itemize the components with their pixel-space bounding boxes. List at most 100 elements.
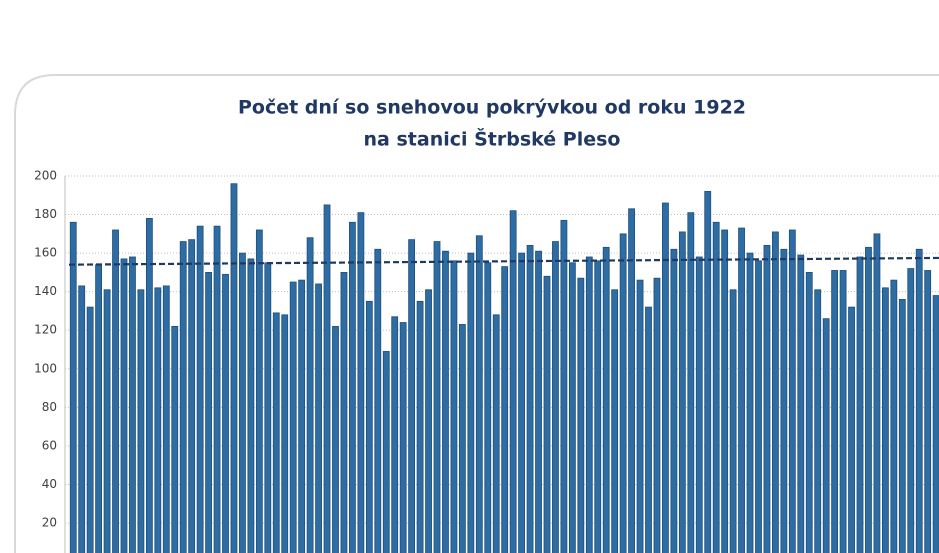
bar (349, 221, 356, 553)
bar (695, 256, 703, 553)
bar (95, 264, 103, 553)
bar (678, 231, 686, 553)
bar (907, 268, 915, 553)
bar (162, 285, 170, 553)
bar (611, 289, 619, 553)
bar (129, 256, 136, 553)
bar (425, 289, 432, 553)
bar (645, 306, 652, 553)
bar (171, 325, 179, 553)
bar (264, 262, 272, 553)
bar (873, 233, 881, 553)
bar (746, 252, 754, 553)
bar (484, 262, 492, 553)
bar (568, 262, 576, 553)
bar (188, 239, 196, 553)
y-tick-label: 80 (42, 400, 57, 414)
bar (704, 191, 712, 553)
bar (814, 289, 822, 553)
bar (145, 218, 153, 553)
bar (86, 306, 94, 553)
bar (103, 289, 111, 553)
bar (788, 229, 796, 553)
bar (509, 210, 517, 553)
bar (839, 270, 847, 553)
bar (552, 241, 559, 553)
bar (772, 231, 779, 553)
bar (915, 248, 923, 553)
y-tick-label: 140 (34, 284, 57, 298)
y-tick-label: 200 (34, 169, 57, 183)
bar (763, 245, 771, 553)
bar (865, 246, 872, 553)
bar (662, 202, 669, 553)
bar (120, 258, 128, 553)
bar (577, 277, 585, 553)
bar (518, 252, 526, 553)
bar (780, 248, 788, 553)
bar (898, 298, 906, 553)
bar (822, 318, 830, 553)
bar (247, 258, 255, 553)
bar (602, 246, 610, 553)
bar (306, 237, 314, 553)
bar (585, 256, 593, 553)
bar (408, 239, 416, 553)
y-tick-label: 20 (42, 516, 57, 530)
chart-title: Počet dní so snehovou pokrývkou od roku … (238, 97, 746, 119)
bar (924, 270, 932, 553)
bar (382, 351, 390, 553)
bar (365, 300, 373, 553)
bar (856, 256, 864, 553)
bar (543, 275, 551, 553)
bar (729, 289, 737, 553)
bar (881, 287, 889, 553)
bar (526, 245, 534, 553)
bar (154, 287, 162, 553)
bar (535, 250, 542, 553)
bar (890, 279, 898, 553)
bar (332, 325, 339, 553)
bar (805, 271, 813, 553)
bar (289, 281, 297, 553)
trend-line (68, 256, 939, 266)
bar (399, 322, 407, 553)
bar (653, 277, 661, 553)
bar (391, 316, 399, 553)
bar (670, 248, 678, 553)
y-tick-label: 60 (42, 438, 57, 452)
bar (374, 248, 382, 553)
bar (619, 233, 627, 553)
bar (416, 300, 424, 553)
y-tick-label: 160 (34, 246, 57, 260)
bar (222, 273, 229, 553)
bar (340, 271, 348, 553)
bar (315, 283, 322, 553)
bar (272, 312, 280, 553)
bar (230, 183, 238, 553)
bar (712, 221, 720, 553)
bar (848, 306, 855, 553)
bar (442, 250, 449, 553)
bar (560, 219, 568, 553)
bar (831, 270, 839, 553)
bar (323, 204, 331, 553)
bar (433, 241, 441, 553)
bar (69, 221, 77, 553)
bar (636, 279, 644, 553)
bar (594, 260, 602, 553)
chart-title: na stanici Štrbské Pleso (364, 127, 621, 151)
bar (281, 314, 289, 553)
bar (112, 229, 119, 553)
bar (797, 254, 805, 553)
bar (492, 314, 500, 553)
bar (458, 324, 466, 553)
bar (501, 266, 509, 553)
bar (450, 260, 458, 553)
bar (755, 260, 762, 553)
bar (205, 271, 212, 553)
y-tick-label: 100 (34, 361, 57, 375)
bar (179, 241, 187, 553)
bar (213, 225, 221, 553)
